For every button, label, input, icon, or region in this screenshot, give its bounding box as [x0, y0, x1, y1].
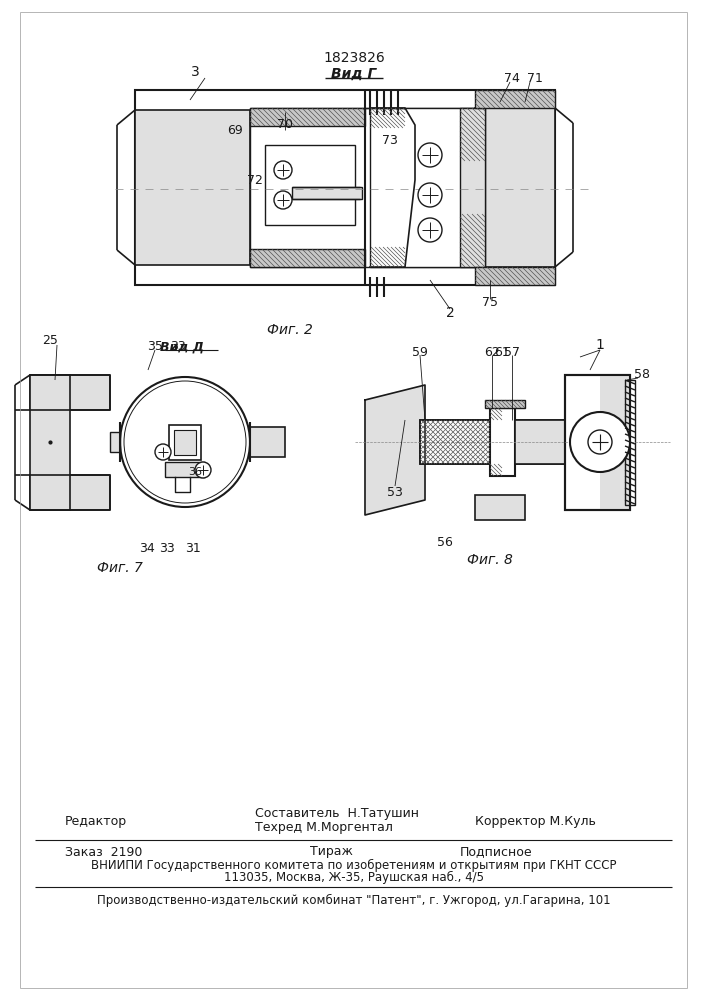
Bar: [110, 432, 120, 452]
Bar: [460, 108, 485, 267]
Bar: [485, 400, 525, 408]
Text: 69: 69: [227, 123, 243, 136]
Text: Корректор М.Куль: Корректор М.Куль: [475, 816, 596, 828]
Bar: [625, 380, 635, 505]
Bar: [250, 427, 285, 457]
Circle shape: [418, 218, 442, 242]
Text: 62: 62: [484, 346, 500, 359]
Bar: [250, 108, 365, 126]
Circle shape: [155, 444, 171, 460]
Text: 31: 31: [185, 542, 201, 554]
Text: 36: 36: [188, 467, 202, 477]
Text: 57: 57: [504, 346, 520, 359]
Text: Тираж: Тираж: [310, 846, 353, 858]
Ellipse shape: [124, 381, 246, 503]
Bar: [174, 430, 196, 455]
Text: 61: 61: [494, 346, 510, 359]
Circle shape: [274, 161, 292, 179]
Bar: [475, 267, 555, 285]
Text: 33: 33: [159, 542, 175, 554]
Text: 3: 3: [191, 65, 199, 79]
Bar: [370, 108, 485, 267]
Circle shape: [588, 430, 612, 454]
Text: Заказ  2190: Заказ 2190: [65, 846, 142, 858]
Bar: [135, 90, 555, 285]
Text: Составитель  Н.Татушин: Составитель Н.Татушин: [255, 806, 419, 820]
Bar: [420, 420, 490, 464]
Text: 2: 2: [445, 306, 455, 320]
Bar: [475, 495, 525, 520]
Text: 71: 71: [527, 72, 543, 85]
Text: Редактор: Редактор: [65, 816, 127, 828]
Text: Фиг. 7: Фиг. 7: [97, 561, 143, 575]
Bar: [30, 475, 110, 510]
Text: 33: 33: [170, 340, 186, 354]
Circle shape: [418, 183, 442, 207]
Text: 113035, Москва, Ж-35, Раушская наб., 4/5: 113035, Москва, Ж-35, Раушская наб., 4/5: [224, 870, 484, 884]
Text: 72: 72: [247, 174, 263, 186]
Text: 59: 59: [412, 346, 428, 359]
Text: 34: 34: [139, 542, 155, 554]
Bar: [165, 462, 205, 477]
Text: 35: 35: [147, 340, 163, 354]
Text: Вид Г: Вид Г: [332, 67, 377, 81]
Text: 75: 75: [482, 296, 498, 310]
Bar: [265, 145, 355, 225]
Ellipse shape: [120, 377, 250, 507]
Circle shape: [274, 191, 292, 209]
Text: Фиг. 2: Фиг. 2: [267, 323, 313, 337]
Bar: [292, 187, 362, 199]
Bar: [420, 420, 565, 464]
Circle shape: [570, 412, 630, 472]
Text: ВНИИПИ Государственного комитета по изобретениям и открытиям при ГКНТ СССР: ВНИИПИ Государственного комитета по изоб…: [91, 858, 617, 872]
Bar: [600, 375, 630, 510]
Text: 70: 70: [277, 118, 293, 131]
Text: 53: 53: [387, 486, 403, 498]
Text: Производственно-издательский комбинат "Патент", г. Ужгород, ул.Гагарина, 101: Производственно-издательский комбинат "П…: [97, 893, 611, 907]
Bar: [475, 108, 555, 267]
Text: 73: 73: [382, 133, 398, 146]
Bar: [565, 375, 630, 510]
Text: 56: 56: [437, 536, 453, 550]
Text: Подписное: Подписное: [460, 846, 532, 858]
Text: 25: 25: [42, 334, 58, 347]
Circle shape: [418, 143, 442, 167]
Bar: [135, 110, 250, 265]
Text: Вид Д: Вид Д: [160, 340, 204, 354]
Bar: [565, 375, 630, 510]
Bar: [490, 408, 515, 476]
Text: 74: 74: [504, 72, 520, 85]
Bar: [30, 375, 70, 510]
Text: 1: 1: [595, 338, 604, 352]
Bar: [250, 249, 365, 267]
Bar: [515, 420, 565, 464]
Text: Техред М.Моргентал: Техред М.Моргентал: [255, 822, 393, 834]
Polygon shape: [365, 385, 425, 515]
Bar: [475, 90, 555, 108]
Bar: [250, 108, 475, 267]
Bar: [30, 375, 110, 410]
Bar: [169, 425, 201, 460]
Text: Фиг. 8: Фиг. 8: [467, 553, 513, 567]
Circle shape: [195, 462, 211, 478]
Text: 58: 58: [634, 368, 650, 381]
Text: 1823826: 1823826: [323, 51, 385, 65]
